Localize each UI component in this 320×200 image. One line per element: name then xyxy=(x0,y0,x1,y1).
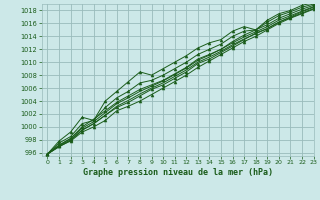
X-axis label: Graphe pression niveau de la mer (hPa): Graphe pression niveau de la mer (hPa) xyxy=(83,168,273,177)
